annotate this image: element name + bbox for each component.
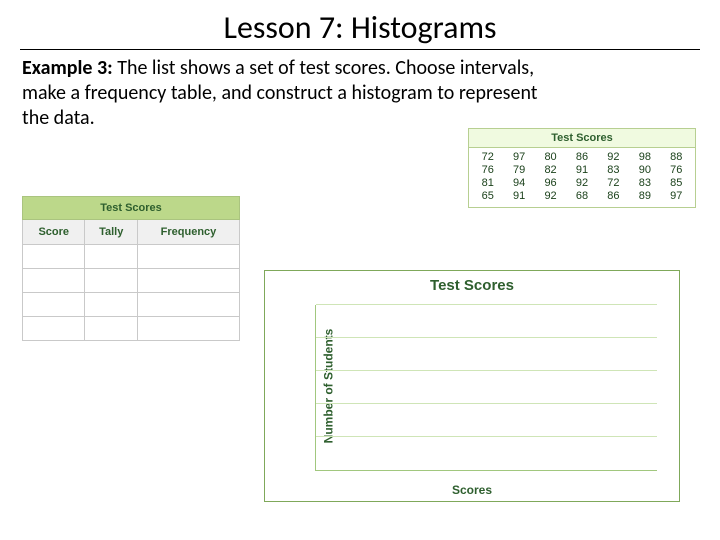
gridline: [316, 370, 657, 371]
freq-cell: [85, 317, 138, 341]
data-cell: 65: [473, 190, 502, 202]
gridline: [316, 337, 657, 338]
data-cell: 96: [536, 177, 565, 189]
data-cell: 81: [473, 177, 502, 189]
gridline: [316, 304, 657, 305]
freq-cell: [137, 293, 239, 317]
data-cell: 92: [536, 190, 565, 202]
freq-cell: [137, 269, 239, 293]
data-cell: 83: [599, 164, 628, 176]
data-cell: 91: [567, 164, 596, 176]
freq-cell: [23, 245, 85, 269]
example-prompt: Example 3: The list shows a set of test …: [0, 56, 560, 131]
data-table-header: Test Scores: [469, 129, 695, 148]
freq-cell: [23, 269, 85, 293]
page-title: Lesson 7: Histograms: [20, 0, 700, 50]
data-cell: 80: [536, 151, 565, 163]
data-cell: 76: [473, 164, 502, 176]
data-cell: 91: [504, 190, 533, 202]
data-cell: 82: [536, 164, 565, 176]
data-table-grid: 7297808692988876798291839076819496927283…: [469, 148, 695, 207]
freq-cell: [23, 317, 85, 341]
data-cell: 79: [504, 164, 533, 176]
data-cell: 86: [567, 151, 596, 163]
freq-cell: [85, 245, 138, 269]
freq-col-header: Tally: [85, 220, 138, 245]
freq-table-main-header: Test Scores: [23, 197, 240, 220]
histogram-xlabel: Scores: [265, 483, 679, 497]
data-cell: 86: [599, 190, 628, 202]
data-cell: 92: [599, 151, 628, 163]
data-cell: 76: [662, 164, 691, 176]
data-cell: 88: [662, 151, 691, 163]
histogram-plot-area: [315, 305, 657, 471]
freq-cell: [85, 293, 138, 317]
data-cell: 97: [662, 190, 691, 202]
data-cell: 90: [630, 164, 659, 176]
test-scores-data-table: Test Scores 7297808692988876798291839076…: [468, 128, 696, 208]
freq-col-header: Score: [23, 220, 85, 245]
data-cell: 68: [567, 190, 596, 202]
data-cell: 97: [504, 151, 533, 163]
frequency-table: Test Scores ScoreTallyFrequency: [22, 196, 240, 341]
data-cell: 89: [630, 190, 659, 202]
data-cell: 98: [630, 151, 659, 163]
histogram-title: Test Scores: [265, 271, 679, 296]
freq-cell: [23, 293, 85, 317]
data-cell: 72: [473, 151, 502, 163]
gridline: [316, 436, 657, 437]
freq-cell: [137, 317, 239, 341]
histogram-panel: Test Scores Number of Students Scores: [264, 270, 680, 502]
data-cell: 94: [504, 177, 533, 189]
prompt-bold: Example 3:: [22, 56, 113, 80]
freq-col-header: Frequency: [137, 220, 239, 245]
freq-cell: [137, 245, 239, 269]
data-cell: 85: [662, 177, 691, 189]
data-cell: 83: [630, 177, 659, 189]
gridline: [316, 403, 657, 404]
data-cell: 92: [567, 177, 596, 189]
data-cell: 72: [599, 177, 628, 189]
freq-cell: [85, 269, 138, 293]
